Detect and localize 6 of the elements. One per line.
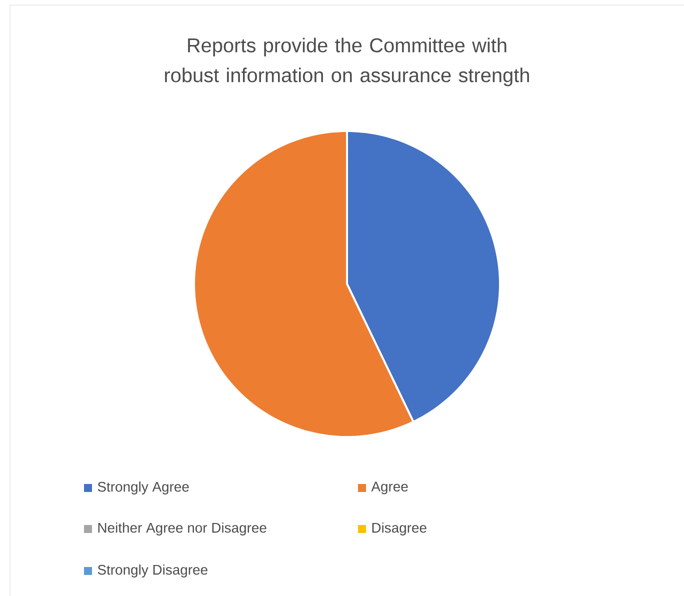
legend-label: Strongly Disagree xyxy=(98,564,208,578)
legend-label: Neither Agree nor Disagree xyxy=(98,522,266,536)
legend-label: Disagree xyxy=(372,522,426,536)
legend-label: Strongly Agree xyxy=(98,481,189,494)
legend-label: Agree xyxy=(371,482,408,494)
chart-title: Reports provide the Committee with robust information on assurance strength xyxy=(165,38,529,86)
